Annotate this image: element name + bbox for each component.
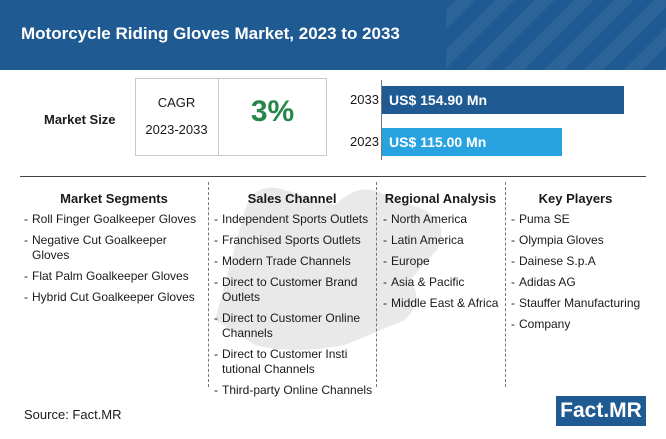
cagr-box <box>135 78 327 156</box>
list-item: - Europe <box>383 254 503 269</box>
cagr-divider <box>218 78 219 156</box>
bullet-dash: - <box>511 254 515 268</box>
list-item: - Independent Sports Outlets <box>214 212 374 227</box>
list-item-text: Franchised Sports Outlets <box>222 233 361 247</box>
list-item-text: Olympia Gloves <box>519 233 604 247</box>
bar-data-label: US$ 115.00 Mn <box>389 134 487 150</box>
bullet-dash: - <box>511 317 515 331</box>
glove-icon <box>215 187 442 350</box>
list-item-text: Flat Palm Goalkeeper Gloves <box>32 269 189 283</box>
header-banner: Motorcycle Riding Gloves Market, 2023 to… <box>0 0 666 70</box>
cagr-label: CAGR <box>157 95 196 110</box>
market-size-label: Market Size <box>44 112 116 127</box>
list-item: - Negative Cut Goalkeeper Gloves <box>24 233 206 263</box>
list-item-text: Dainese S.p.A <box>519 254 596 268</box>
list-item: - Latin America <box>383 233 503 248</box>
list-item-text: Adidas AG <box>519 275 576 289</box>
bullet-dash: - <box>214 383 218 397</box>
section-divider <box>20 176 646 177</box>
list-item: - Direct to Customer Online Channels <box>214 311 374 341</box>
col-title-key-players: Key Players <box>538 191 613 206</box>
list-item-text: Independent Sports Outlets <box>222 212 369 226</box>
bullet-dash: - <box>214 311 218 325</box>
bar-2033 <box>382 86 624 114</box>
col-title-sales-channel: Sales Channel <box>247 191 337 206</box>
column-divider <box>505 182 506 387</box>
bullet-dash: - <box>383 254 387 268</box>
list-item: - Flat Palm Goalkeeper Gloves <box>24 269 206 284</box>
bullet-dash: - <box>24 269 28 283</box>
source-note: Source: Fact.MR <box>24 407 122 422</box>
bullet-dash: - <box>511 233 515 247</box>
bar-year-label: 2023 <box>350 134 379 149</box>
bullet-dash: - <box>214 347 218 361</box>
bullet-dash: - <box>214 212 218 226</box>
cagr-value: 3% <box>250 95 295 128</box>
list-item: - Puma SE <box>511 212 646 227</box>
list-item: - Direct to Customer Brand Outlets <box>214 275 374 305</box>
bullet-dash: - <box>214 254 218 268</box>
list-item: - Third-party Online Channels <box>214 383 374 398</box>
list-item-text: Middle East & Africa <box>391 296 499 310</box>
list-sales-channel: - Independent Sports Outlets - Franchised S… <box>214 212 374 404</box>
list-item: - Asia & Pacific <box>383 275 503 290</box>
list-item: - Dainese S.p.A <box>511 254 646 269</box>
bullet-dash: - <box>214 233 218 247</box>
list-item-text: Modern Trade Channels <box>222 254 351 268</box>
list-item: - Company <box>511 317 646 332</box>
list-item: - Olympia Gloves <box>511 233 646 248</box>
bullet-dash: - <box>383 233 387 247</box>
list-item: - North America <box>383 212 503 227</box>
col-title-market-segments: Market Segments <box>60 191 168 206</box>
column-divider <box>376 182 377 387</box>
bullet-dash: - <box>24 212 28 226</box>
page-title: Motorcycle Riding Gloves Market, 2023 to… <box>21 24 400 43</box>
bullet-dash: - <box>511 212 515 226</box>
list-item: - Hybrid Cut Goalkeeper Gloves <box>24 290 206 305</box>
list-item-text: Hybrid Cut Goalkeeper Gloves <box>32 290 195 304</box>
column-divider <box>208 182 209 387</box>
list-item-text: Direct to Customer Insti tutional Channe… <box>222 347 348 376</box>
list-regional-analysis: - North America - Latin America - Europe - Asia… <box>383 212 503 317</box>
list-item-text: Europe <box>391 254 430 268</box>
list-item-text: Stauffer Manufacturing <box>519 296 641 310</box>
list-item-text: Direct to Customer Brand Outlets <box>222 275 358 304</box>
bar-2023 <box>382 128 562 156</box>
list-item-text: Third-party Online Channels <box>222 383 373 397</box>
bullet-dash: - <box>511 296 515 310</box>
list-item: - Stauffer Manufacturing <box>511 296 646 311</box>
bar-data-label: US$ 154.90 Mn <box>389 92 488 108</box>
col-title-regional-analysis: Regional Analysis <box>384 191 497 206</box>
list-item-text: Latin America <box>391 233 464 247</box>
list-item-text: Company <box>519 317 571 331</box>
cagr-period: 2023-2033 <box>145 122 208 137</box>
list-item: - Middle East & Africa <box>383 296 503 311</box>
list-item: - Franchised Sports Outlets <box>214 233 374 248</box>
header-stripe-decoration <box>446 0 666 70</box>
bar-year-label: 2033 <box>350 92 379 107</box>
bar-axis <box>381 80 382 160</box>
list-item-text: North America <box>391 212 468 226</box>
fact-mr-logo: Fact.MR <box>556 396 646 426</box>
bullet-dash: - <box>24 233 28 247</box>
bullet-dash: - <box>511 275 515 289</box>
list-item-text: Puma SE <box>519 212 570 226</box>
bullet-dash: - <box>24 290 28 304</box>
bullet-dash: - <box>383 275 387 289</box>
list-item: - Direct to Customer Insti tutional Chann… <box>214 347 374 377</box>
list-market-segments: - Roll Finger Goalkeeper Gloves - Negative … <box>24 212 206 311</box>
list-item-text: Asia & Pacific <box>391 275 465 289</box>
list-item: - Modern Trade Channels <box>214 254 374 269</box>
bullet-dash: - <box>214 275 218 289</box>
list-item: - Roll Finger Goalkeeper Gloves <box>24 212 206 227</box>
list-item-text: Negative Cut Goalkeeper Gloves <box>32 233 167 262</box>
bullet-dash: - <box>383 212 387 226</box>
bullet-dash: - <box>383 296 387 310</box>
list-item: - Adidas AG <box>511 275 646 290</box>
list-item-text: Roll Finger Goalkeeper Gloves <box>32 212 197 226</box>
list-item-text: Direct to Customer Online Channels <box>222 311 361 340</box>
list-key-players: - Puma SE - Olympia Gloves - Dainese S.p.A - Ad… <box>511 212 646 338</box>
